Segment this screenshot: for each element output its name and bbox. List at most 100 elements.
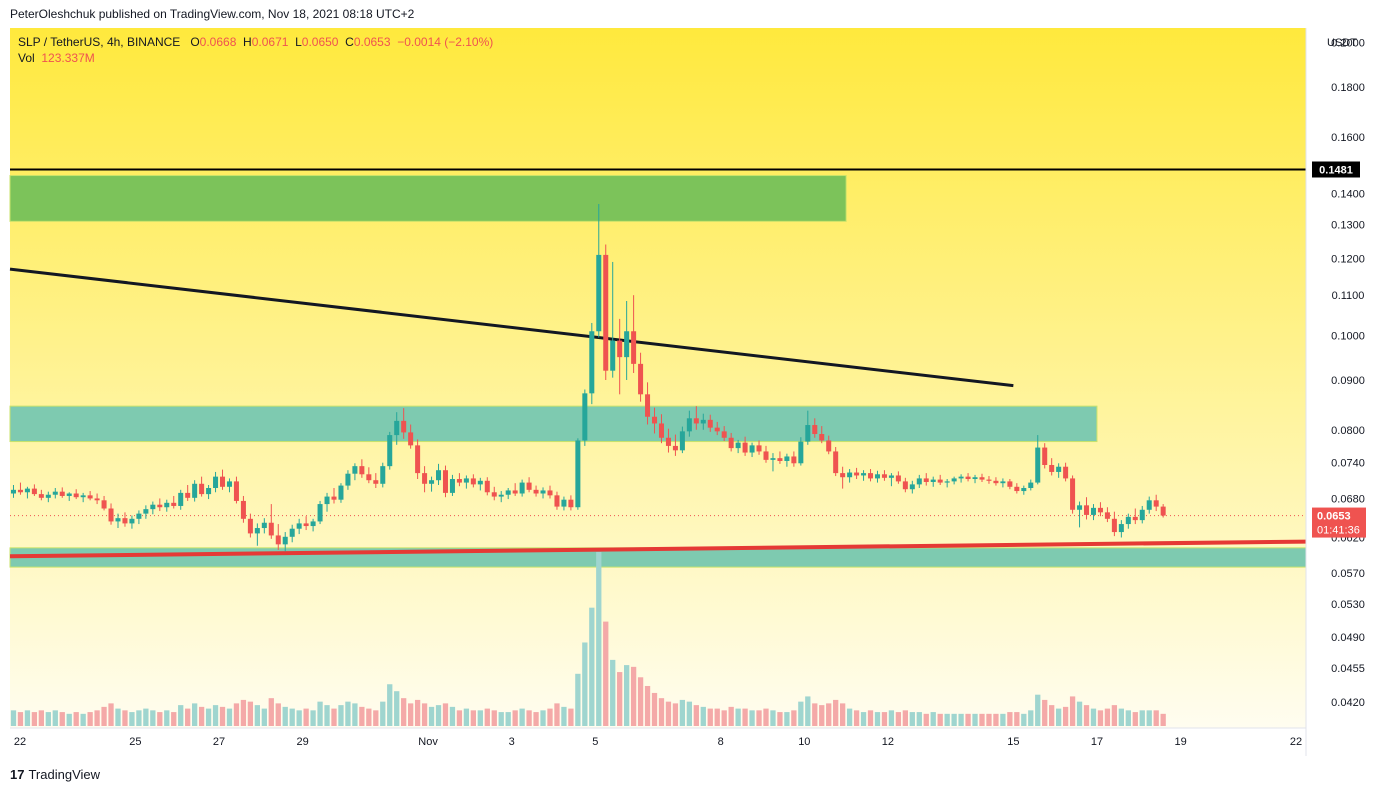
price-tick-label: 0.2000 xyxy=(1331,38,1365,50)
volume-bar xyxy=(777,712,783,726)
volume-bar xyxy=(87,712,93,726)
volume-bar xyxy=(254,705,261,726)
candle-body xyxy=(1063,466,1069,479)
volume-bar xyxy=(512,710,518,726)
candle-body xyxy=(1153,500,1159,507)
candle-body xyxy=(226,481,232,487)
volume-bar xyxy=(519,708,525,726)
candle xyxy=(700,413,706,430)
candle-body xyxy=(247,518,253,534)
candle-body xyxy=(854,472,860,476)
candle xyxy=(436,463,442,485)
candle xyxy=(352,463,358,481)
candle-body xyxy=(944,481,950,483)
candle-body xyxy=(798,441,804,464)
candle xyxy=(408,424,414,449)
candle xyxy=(958,474,964,483)
candle xyxy=(582,389,588,446)
resistance-level-badge xyxy=(1312,161,1360,178)
candle xyxy=(1139,505,1145,524)
candle-body xyxy=(24,488,30,493)
candle xyxy=(254,523,260,546)
candle xyxy=(10,484,16,498)
volume-bar xyxy=(66,713,72,726)
candle-body xyxy=(840,473,846,478)
candle xyxy=(547,485,553,499)
candle-body xyxy=(59,491,65,496)
candle-body xyxy=(352,466,358,474)
candle-body xyxy=(993,480,999,484)
candle-body xyxy=(233,481,239,501)
candle xyxy=(631,295,637,374)
chart-area[interactable]: 0.2000 0.1800 0.1600 0.1400 0.1300 0.1200 0.11… xyxy=(0,28,1386,760)
volume-bar xyxy=(763,708,769,726)
volume-bar xyxy=(366,708,372,726)
volume-bar xyxy=(665,701,672,726)
candle xyxy=(387,431,393,470)
time-tick-label: 8 xyxy=(718,736,724,748)
volume-bar xyxy=(24,710,31,726)
candle-body xyxy=(777,458,783,461)
legend-vol-label: Vol xyxy=(18,51,35,65)
candle xyxy=(784,453,790,467)
candle xyxy=(944,479,950,488)
candle xyxy=(610,261,616,378)
candle-body xyxy=(923,478,929,482)
candle xyxy=(519,479,525,497)
volume-bar xyxy=(1028,710,1034,726)
candle xyxy=(1063,462,1069,482)
volume-bar xyxy=(582,642,588,726)
volume-bar xyxy=(902,710,909,726)
zone-supply xyxy=(9,175,847,222)
volume-bar xyxy=(1104,708,1111,726)
candle xyxy=(233,476,239,504)
candle-body xyxy=(1021,488,1027,492)
volume-bar xyxy=(310,710,316,726)
price-tick-label: 0.1300 xyxy=(1331,220,1365,232)
volume-bar xyxy=(1035,694,1041,726)
candle xyxy=(17,482,23,495)
candle-body xyxy=(66,493,72,496)
volume-bar xyxy=(958,713,964,726)
price-tick-label: 0.1000 xyxy=(1331,330,1365,342)
resistance-level-label: 0.1481 xyxy=(1319,164,1353,176)
candle xyxy=(366,467,372,484)
current-price-badge xyxy=(1312,507,1366,538)
candle xyxy=(401,408,407,439)
candles xyxy=(10,203,1166,552)
volume-bar xyxy=(164,710,170,726)
candle-body xyxy=(1028,482,1034,489)
candle xyxy=(1000,478,1006,488)
candle xyxy=(463,475,469,489)
volume-bar xyxy=(679,699,686,726)
volume-bar xyxy=(554,703,560,726)
time-axis[interactable]: 22 25 27 29 Nov 3 5 8 10 12 15 17 19 22 xyxy=(14,736,1302,748)
volume-bar xyxy=(937,713,943,726)
legend-symbol[interactable]: SLP / TetherUS, 4h, BINANCE xyxy=(18,35,181,49)
candle-body xyxy=(512,490,518,494)
candle xyxy=(206,484,212,500)
candle xyxy=(442,465,448,498)
candle-body xyxy=(1042,447,1048,465)
time-tick-label: 12 xyxy=(882,736,894,748)
candle-body xyxy=(1139,509,1145,521)
candle-body xyxy=(826,440,832,452)
price-axis[interactable]: 0.2000 0.1800 0.1600 0.1400 0.1300 0.1200 0.11… xyxy=(1312,38,1366,710)
candle-body xyxy=(561,499,567,507)
price-chart[interactable]: 0.2000 0.1800 0.1600 0.1400 0.1300 0.1200 0.11… xyxy=(0,28,1386,760)
tradingview-logo[interactable]: 17 TradingView xyxy=(10,767,100,782)
candle xyxy=(902,477,908,493)
candle xyxy=(512,483,518,496)
candle xyxy=(192,480,198,502)
candle xyxy=(930,476,936,487)
publisher-bar: PeterOleshchuk published on TradingView.… xyxy=(0,0,1386,28)
candle-body xyxy=(1084,505,1090,515)
volume-bar xyxy=(735,708,741,726)
candle xyxy=(136,510,142,525)
legend-h-label: H xyxy=(243,35,252,49)
volume-bar xyxy=(331,708,337,726)
candle-body xyxy=(791,456,797,464)
candle-body xyxy=(916,478,922,485)
volume-bar xyxy=(965,713,971,726)
candle xyxy=(491,486,497,501)
